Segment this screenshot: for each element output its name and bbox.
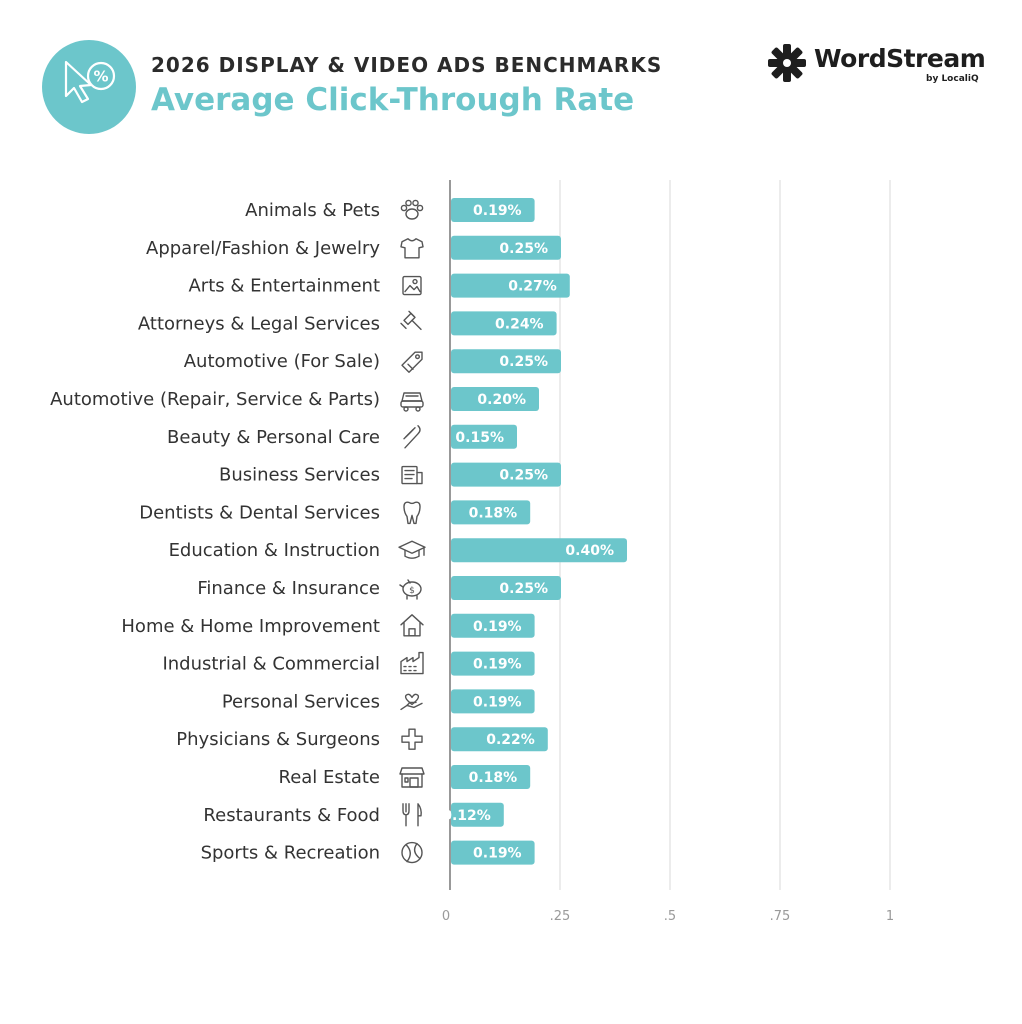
- house-icon: [400, 614, 424, 637]
- bar: [451, 424, 517, 449]
- comb-icon: [403, 425, 421, 449]
- category-label: Arts & Entertainment: [188, 276, 380, 297]
- category-label: Business Services: [219, 465, 380, 486]
- data-label: 0.12%: [442, 808, 491, 824]
- category-label: Dentists & Dental Services: [139, 502, 380, 523]
- data-label: 0.40%: [565, 543, 614, 559]
- page-title: Average Click-Through Rate: [151, 82, 635, 118]
- category-label: Home & Home Improvement: [121, 616, 380, 637]
- bar: [451, 349, 561, 374]
- data-label: 0.27%: [508, 279, 557, 295]
- bar: [451, 765, 531, 789]
- data-label: 0.22%: [486, 732, 535, 748]
- category-label: Physicians & Surgeons: [176, 729, 380, 750]
- bar: [451, 198, 535, 222]
- bar: [451, 462, 561, 487]
- x-tick-label: 0: [442, 909, 450, 924]
- data-label: 0.25%: [499, 241, 548, 257]
- picture-icon: [402, 275, 422, 296]
- category-label: Real Estate: [279, 767, 381, 788]
- x-tick-label: 1: [886, 909, 894, 924]
- ball-icon: [401, 841, 423, 864]
- gavel-icon: [400, 310, 422, 331]
- category-label: Personal Services: [222, 691, 380, 712]
- x-tick-label: .5: [664, 909, 676, 924]
- document-icon: [401, 465, 423, 485]
- bar: [451, 802, 504, 827]
- bar: [451, 840, 535, 865]
- bar: [451, 500, 531, 525]
- bar: [451, 538, 627, 563]
- brand-sub: by LocaliQ: [926, 74, 979, 84]
- piggy-bank-icon: $: [399, 579, 422, 600]
- data-label: 0.20%: [477, 392, 526, 408]
- graduation-cap-icon: [398, 540, 426, 559]
- bar: [451, 387, 539, 411]
- bar: [451, 727, 548, 752]
- header-badge: %: [42, 40, 136, 134]
- category-label: Animals & Pets: [245, 200, 380, 221]
- brand-logo: WordStream by LocaliQ: [766, 42, 986, 90]
- category-label: Restaurants & Food: [203, 805, 380, 826]
- bar: [451, 235, 561, 260]
- data-label: 0.19%: [473, 846, 522, 862]
- data-label: 0.19%: [473, 694, 522, 710]
- cursor-percent-icon: %: [64, 60, 116, 104]
- hand-heart-icon: [400, 693, 423, 711]
- bar: [451, 689, 535, 714]
- data-label: 0.18%: [469, 505, 518, 521]
- bar: [451, 273, 570, 298]
- data-label: 0.18%: [469, 770, 518, 786]
- category-label: Apparel/Fashion & Jewelry: [146, 238, 380, 259]
- data-label: 0.15%: [455, 430, 504, 446]
- category-label: Industrial & Commercial: [162, 654, 380, 675]
- factory-icon: [400, 651, 424, 675]
- wordstream-logo-icon: [768, 44, 806, 82]
- header-eyebrow: 2026 DISPLAY & VIDEO ADS BENCHMARKS: [151, 53, 663, 77]
- category-label: Sports & Recreation: [201, 843, 380, 864]
- category-label: Beauty & Personal Care: [167, 427, 380, 448]
- svg-text:$: $: [409, 586, 415, 596]
- bar: [451, 576, 561, 600]
- data-label: 0.19%: [473, 619, 522, 635]
- paw-icon: [400, 199, 424, 220]
- category-label: Education & Instruction: [169, 540, 380, 561]
- tooth-icon: [403, 501, 421, 525]
- brand-name: WordStream: [814, 44, 986, 73]
- x-tick-label: .75: [770, 909, 791, 924]
- bar: [451, 651, 535, 676]
- category-label: Automotive (For Sale): [184, 351, 380, 372]
- bar: [451, 311, 557, 336]
- data-label: 0.19%: [473, 203, 522, 219]
- data-label: 0.19%: [473, 657, 522, 673]
- svg-text:%: %: [93, 68, 108, 86]
- data-label: 0.24%: [495, 316, 544, 332]
- category-label: Attorneys & Legal Services: [138, 313, 380, 334]
- car-icon: [400, 392, 424, 412]
- category-label: Finance & Insurance: [197, 578, 380, 599]
- tshirt-icon: [400, 238, 424, 259]
- medical-cross-icon: [401, 728, 423, 750]
- category-label: Automotive (Repair, Service & Parts): [50, 389, 380, 410]
- data-label: 0.25%: [499, 354, 548, 370]
- bar: [451, 613, 535, 638]
- data-label: 0.25%: [499, 468, 548, 484]
- data-label: 0.25%: [499, 581, 548, 597]
- storefront-icon: [399, 767, 425, 788]
- x-tick-label: .25: [550, 909, 571, 924]
- price-tag-icon: [401, 351, 423, 373]
- fork-knife-icon: [402, 803, 422, 827]
